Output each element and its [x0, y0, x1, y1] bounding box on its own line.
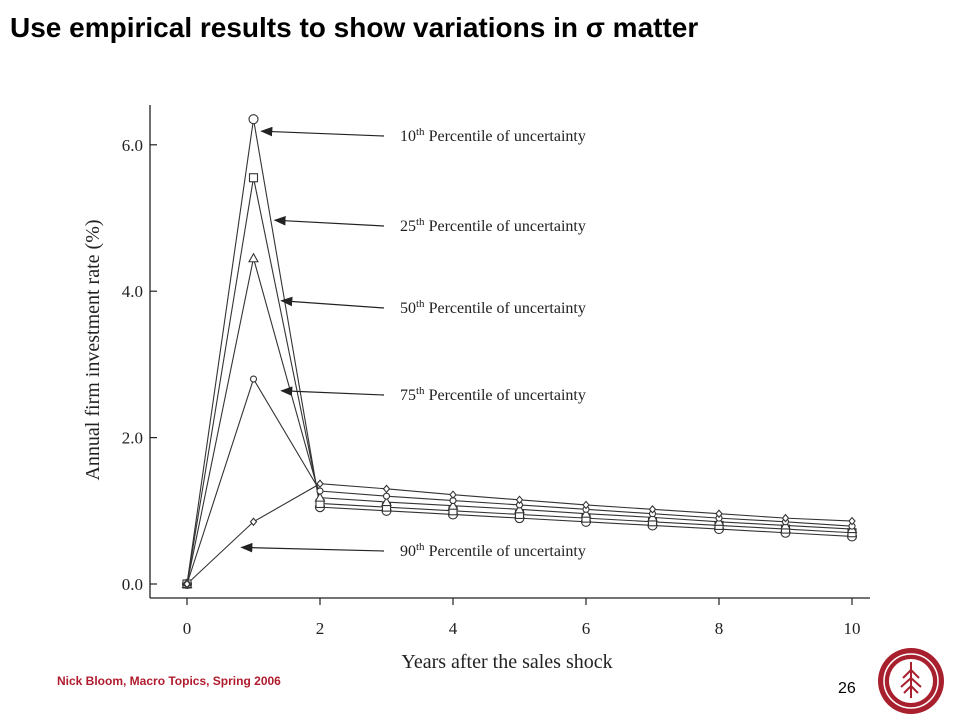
series-5-point: [249, 517, 258, 527]
annotation-text: Percentile of uncertainty: [425, 128, 586, 145]
annotation-label-1: 10th Percentile of uncertainty: [400, 126, 586, 145]
annotation-arrow-5: [240, 542, 385, 553]
annotation-arrow-2: [273, 215, 385, 227]
annotation-text: Percentile of uncertainty: [425, 300, 586, 317]
annotation-suffix: th: [416, 126, 425, 138]
annotation-label-5: 90th Percentile of uncertainty: [400, 541, 586, 560]
annotation-ordinal: 90: [400, 543, 416, 560]
series-3-point: [248, 252, 259, 263]
footer-text: Nick Bloom, Macro Topics, Spring 2006: [57, 674, 281, 688]
x-ticks: 0 2 4 6 8 10: [183, 598, 861, 638]
annotation-suffix: th: [416, 541, 425, 553]
annotation-suffix: th: [416, 385, 425, 397]
y-ticks: 0.0 2.0 4.0 6.0: [122, 136, 157, 594]
series-3-point: [514, 503, 525, 514]
series-1-point: [248, 114, 259, 125]
series-5-point: [848, 516, 856, 526]
series-5-point: [582, 500, 590, 510]
slide-title: Use empirical results to show variations…: [10, 12, 699, 43]
series-5-point: [515, 495, 524, 505]
series-3-point: [314, 492, 326, 502]
series-5-point: [316, 479, 324, 489]
x-tick-label: 10: [844, 619, 861, 638]
x-tick-label: 0: [183, 619, 192, 638]
annotation-arrow-3: [280, 296, 385, 309]
annotation-text: Percentile of uncertainty: [425, 218, 586, 235]
y-tick-label: 6.0: [122, 136, 143, 155]
annotation-label-3: 50th Percentile of uncertainty: [400, 298, 586, 317]
series-5-point: [449, 490, 457, 500]
annotation-text: Percentile of uncertainty: [425, 543, 586, 560]
annotation-label-2: 25th Percentile of uncertainty: [400, 216, 586, 235]
annotation-text: Percentile of uncertainty: [425, 387, 586, 404]
y-tick-label: 2.0: [122, 429, 143, 448]
page-number: 26: [838, 680, 856, 697]
annotation-label-4: 75th Percentile of uncertainty: [400, 385, 586, 404]
series-4-point: [316, 487, 324, 495]
series-4-point: [382, 492, 391, 500]
annotation-ordinal: 50: [400, 300, 416, 317]
annotation-arrow-4: [280, 386, 385, 396]
y-axis-label: Annual firm investment rate (%): [82, 219, 104, 480]
annotation-suffix: th: [416, 298, 425, 310]
annotation-ordinal: 10: [400, 128, 416, 145]
series-3-point: [580, 508, 592, 518]
y-tick-label: 4.0: [122, 282, 143, 301]
x-tick-label: 4: [449, 619, 458, 638]
x-tick-label: 2: [316, 619, 325, 638]
annotation-ordinal: 75: [400, 387, 416, 404]
series-2-point: [248, 173, 259, 183]
series-5-point: [781, 513, 790, 523]
annotation-arrow-1: [260, 126, 385, 137]
series-5-point: [715, 509, 723, 519]
x-tick-label: 8: [715, 619, 724, 638]
university-seal-icon: [878, 648, 944, 714]
series-5-point: [648, 504, 657, 514]
annotation-suffix: th: [416, 216, 425, 228]
series-5-point: [382, 484, 391, 494]
x-axis-label: Years after the sales shock: [401, 651, 612, 673]
series-markers: [181, 114, 858, 590]
y-tick-label: 0.0: [122, 575, 143, 594]
series-5-point: [183, 579, 191, 589]
series-3-point: [381, 496, 392, 507]
series-3-point: [447, 500, 459, 510]
annotation-ordinal: 25: [400, 218, 416, 235]
x-tick-label: 6: [582, 619, 591, 638]
series-4-point: [249, 375, 258, 383]
